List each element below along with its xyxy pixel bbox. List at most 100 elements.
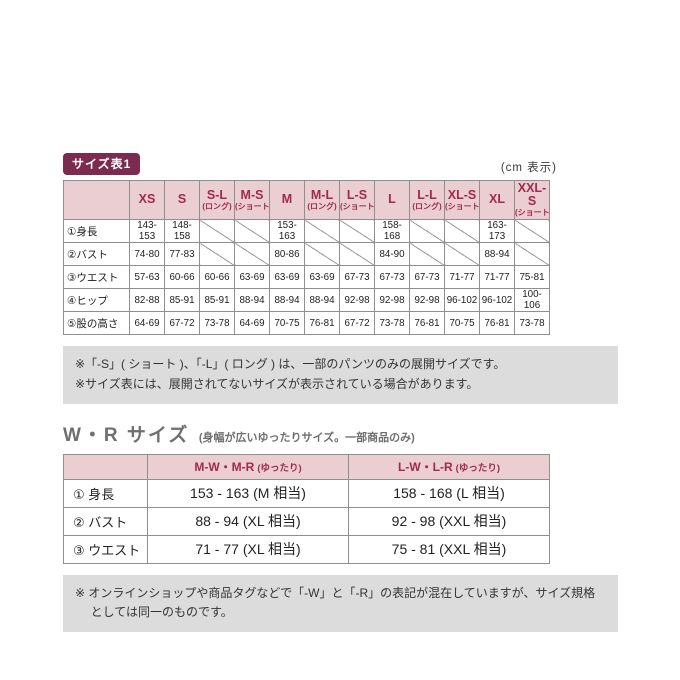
wr-size-table-head: M-W・M-R (ゆったり) L-W・L-R (ゆったり)	[63, 453, 550, 480]
diagonal-cell	[444, 242, 480, 266]
size-column-label: XXL-S	[517, 180, 547, 209]
size-column-label: L-S	[346, 187, 368, 202]
diagonal-cell	[514, 242, 550, 266]
size-cell: 143-153	[129, 219, 165, 243]
size-cell: 76-81	[479, 311, 515, 335]
row-label: ③ ウエスト	[63, 534, 148, 564]
diagonal-cell	[409, 219, 445, 243]
wr-table-header-row: M-W・M-R (ゆったり) L-W・L-R (ゆったり)	[63, 453, 550, 480]
size-cell: 88-94	[304, 288, 340, 312]
diagonal-cell	[444, 219, 480, 243]
size-column-header-l-l: L-L (ロング)	[409, 180, 445, 220]
row-label: ②バスト	[63, 242, 130, 266]
table-row: ①身長 143-153 148-158 153-163 158-168 163-173	[63, 219, 550, 243]
size-cell: 88-94	[479, 242, 515, 266]
size-column-header-m: M	[269, 180, 305, 220]
wr-column-label: L-W・L-R	[398, 460, 453, 475]
note-line-1: ※「-S」( ショート )、「-L」( ロング ) は、一部のパンツのみの展開サ…	[75, 357, 506, 371]
wr-note-line: ※ オンラインショップや商品タグなどで「-W」と「-R」の表記が混在していますが…	[75, 585, 596, 620]
size-cell: 70-75	[444, 311, 480, 335]
size-cell: 82-88	[129, 288, 165, 312]
size-cell: 85-91	[199, 288, 235, 312]
size-column-label: S-L	[206, 187, 228, 202]
size-table-1-head: XS S S-L (ロング) M-S (ショート) M M-L (ロング) L-S (ショート) L L…	[63, 180, 550, 220]
size-column-header-xl-s: XL-S (ショート)	[444, 180, 480, 220]
table-row: ② バスト 88 - 94 (XL 相当) 92 - 98 (XXL 相当)	[63, 506, 550, 536]
size-cell: 85-91	[164, 288, 200, 312]
diagonal-cell	[234, 219, 270, 243]
size-column-sublabel: (ショート)	[515, 208, 550, 218]
size-column-header-xs: XS	[129, 180, 165, 220]
size-column-header-s-l: S-L (ロング)	[199, 180, 235, 220]
size-cell: 70-75	[269, 311, 305, 335]
size-column-label: XL	[489, 192, 505, 207]
size-cell: 100-106	[514, 288, 550, 312]
corner-cell	[63, 453, 148, 480]
size-column-header-m-l: M-L (ロング)	[304, 180, 340, 220]
wr-column-header: M-W・M-R (ゆったり)	[147, 453, 349, 480]
wr-size-cell: 92 - 98 (XXL 相当)	[348, 506, 550, 536]
size-cell: 77-83	[164, 242, 200, 266]
size-column-header-xl: XL	[479, 180, 515, 220]
size-cell: 67-73	[374, 265, 410, 289]
size-cell: 76-81	[304, 311, 340, 335]
cm-unit-label: (cm 表示)	[500, 162, 557, 174]
size-cell: 57-63	[129, 265, 165, 289]
size-table-1-header-row: XS S S-L (ロング) M-S (ショート) M M-L (ロング) L-S (ショート) L L…	[63, 180, 550, 220]
size-column-header-l: L	[374, 180, 410, 220]
size-cell: 73-78	[374, 311, 410, 335]
table-row: ③ウエスト 57-63 60-66 60-66 63-69 63-69 63-69 67-73…	[63, 265, 550, 289]
size-chart-title-badge: サイズ表1	[63, 153, 141, 175]
table-row: ⑤股の高さ 64-69 67-72 73-78 64-69 70-75 76-81 67-72…	[63, 311, 550, 335]
wr-size-cell: 75 - 81 (XXL 相当)	[348, 534, 550, 564]
size-column-sublabel: (ショート)	[445, 201, 480, 211]
row-label: ⑤股の高さ	[63, 311, 130, 335]
table-row: ① 身長 153 - 163 (M 相当) 158 - 168 (L 相当)	[63, 478, 550, 508]
wr-size-title: W・R サイズ	[63, 424, 190, 446]
size-column-header-xxl-s: XXL-S (ショート)	[514, 180, 550, 220]
diagonal-cell	[304, 219, 340, 243]
size-cell: 92-98	[339, 288, 375, 312]
size-cell: 63-69	[234, 265, 270, 289]
size-cell: 75-81	[514, 265, 550, 289]
diagonal-cell	[339, 219, 375, 243]
table-row: ③ ウエスト 71 - 77 (XL 相当) 75 - 81 (XXL 相当)	[63, 534, 550, 564]
size-column-label: L-L	[417, 187, 437, 202]
wr-size-cell: 153 - 163 (M 相当)	[147, 478, 349, 508]
size-column-sublabel: (ロング)	[307, 201, 337, 211]
wr-size-cell: 158 - 168 (L 相当)	[348, 478, 550, 508]
size-cell: 71-77	[444, 265, 480, 289]
wr-column-header: L-W・L-R (ゆったり)	[348, 453, 550, 480]
size-cell: 76-81	[409, 311, 445, 335]
row-label: ①身長	[63, 219, 130, 243]
wr-column-sublabel: (ゆったり)	[257, 463, 302, 475]
size-cell: 67-72	[339, 311, 375, 335]
size-cell: 148-158	[164, 219, 200, 243]
table-row: ④ヒップ 82-88 85-91 85-91 88-94 88-94 88-94 92-98 9…	[63, 288, 550, 312]
size-table-notes-box: ※「-S」( ショート )、「-L」( ロング ) は、一部のパンツのみの展開サ…	[63, 346, 618, 404]
size-cell: 153-163	[269, 219, 305, 243]
size-column-header-m-s: M-S (ショート)	[234, 180, 270, 220]
wr-column-label: M-W・M-R	[194, 460, 255, 475]
size-column-sublabel: (ショート)	[235, 201, 270, 211]
note-line-2: ※サイズ表には、展開されてないサイズが表示されている場合があります。	[75, 376, 479, 391]
wr-section-heading: W・R サイズ (身幅が広いゆったりサイズ。一部商品のみ)	[63, 420, 680, 447]
size-column-sublabel: (ショート)	[340, 201, 375, 211]
size-column-label: XS	[138, 192, 156, 207]
wr-size-table: M-W・M-R (ゆったり) L-W・L-R (ゆったり) ① 身長 153 - 163…	[63, 453, 550, 564]
size-column-label: M-S	[240, 187, 264, 202]
wr-size-subtitle: (身幅が広いゆったりサイズ。一部商品のみ)	[198, 431, 415, 444]
size-cell: 88-94	[234, 288, 270, 312]
table-row: ②バスト 74-80 77-83 80-86 84-90 88-94	[63, 242, 550, 266]
size-column-header-l-s: L-S (ショート)	[339, 180, 375, 220]
diagonal-cell	[304, 242, 340, 266]
size-cell: 80-86	[269, 242, 305, 266]
size-column-sublabel: (ロング)	[412, 201, 442, 211]
wr-note-box: ※ オンラインショップや商品タグなどで「-W」と「-R」の表記が混在していますが…	[63, 574, 618, 633]
size-table-1: XS S S-L (ロング) M-S (ショート) M M-L (ロング) L-S (ショート) L L…	[63, 180, 550, 335]
size-cell: 163-173	[479, 219, 515, 243]
size-cell: 64-69	[234, 311, 270, 335]
size-cell: 74-80	[129, 242, 165, 266]
diagonal-cell	[409, 242, 445, 266]
